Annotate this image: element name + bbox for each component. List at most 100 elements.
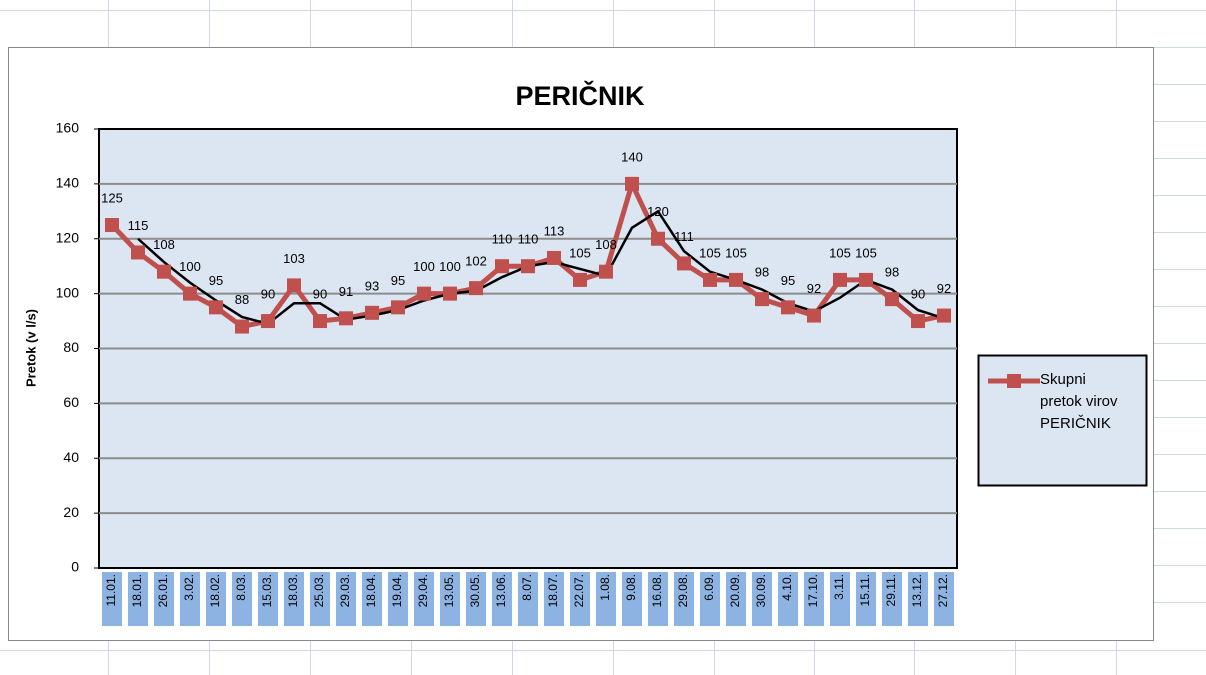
x-label-box <box>336 572 356 626</box>
data-label: 105 <box>569 245 591 260</box>
y-tick-label: 60 <box>63 394 79 410</box>
x-tick-label: 27.12. <box>936 574 950 607</box>
x-tick-label: 25.03. <box>312 574 326 607</box>
y-tick-label: 100 <box>56 284 80 300</box>
legend-label: Skupni pretok virov PERIČNIK <box>1040 371 1118 432</box>
data-label: 108 <box>153 237 175 252</box>
data-label: 105 <box>699 245 721 260</box>
data-label: 110 <box>492 232 513 247</box>
x-tick-label: 3.02. <box>182 574 196 601</box>
x-label-box <box>206 572 226 626</box>
data-label: 90 <box>911 287 925 302</box>
data-label: 95 <box>781 273 795 288</box>
x-label-box <box>414 572 434 626</box>
data-label: 113 <box>544 223 565 238</box>
x-tick-label: 29.08. <box>676 574 690 607</box>
data-label: 98 <box>885 265 899 280</box>
marker <box>573 272 587 287</box>
y-tick-label: 140 <box>56 175 80 191</box>
marker <box>703 272 717 287</box>
x-tick-label: 8.07. <box>520 574 534 601</box>
legend <box>977 354 1148 487</box>
x-tick-label: 13.06. <box>494 574 508 607</box>
marker <box>469 281 483 296</box>
marker <box>911 314 925 329</box>
data-label: 115 <box>128 218 149 233</box>
x-tick-label: 20.09. <box>728 574 742 607</box>
x-tick-label: 15.11. <box>858 574 872 606</box>
data-label: 103 <box>283 251 305 266</box>
data-label: 98 <box>755 265 769 280</box>
x-label-box <box>700 572 720 626</box>
marker <box>391 300 405 315</box>
x-label-box <box>284 572 304 626</box>
legend-line-text: Skupni <box>1040 371 1086 388</box>
x-tick-label: 4.10. <box>780 574 794 601</box>
x-tick-label: 15.03. <box>260 574 274 607</box>
x-tick-label: 8.03. <box>234 574 248 601</box>
marker <box>261 314 275 329</box>
x-label-box <box>648 572 668 626</box>
marker <box>885 292 899 307</box>
y-tick-label: 20 <box>63 504 79 520</box>
x-label-box <box>544 572 564 626</box>
x-tick-label: 30.05. <box>468 574 482 607</box>
marker <box>209 300 223 315</box>
marker <box>807 308 821 323</box>
x-tick-label: 29.11. <box>884 574 898 606</box>
data-label: 110 <box>518 232 539 247</box>
x-label-box <box>232 572 252 626</box>
marker <box>287 278 301 293</box>
x-tick-label: 29.04. <box>416 574 430 607</box>
marker <box>781 300 795 315</box>
data-label: 95 <box>209 273 223 288</box>
marker <box>365 305 379 320</box>
marker <box>521 259 535 274</box>
x-label-box <box>310 572 330 626</box>
x-tick-label: 18.03. <box>286 574 300 607</box>
marker <box>729 272 743 287</box>
x-label-box <box>882 572 902 626</box>
x-label-box <box>102 572 122 626</box>
data-label: 140 <box>621 149 643 164</box>
y-tick-label: 120 <box>56 229 80 245</box>
x-label-box <box>180 572 200 626</box>
marker <box>755 292 769 307</box>
x-label-box <box>674 572 694 626</box>
y-axis-label: Pretok (v l/s) <box>23 309 38 387</box>
x-tick-label: 3.11. <box>832 574 846 600</box>
x-label-box <box>934 572 954 626</box>
marker <box>105 218 119 233</box>
marker <box>651 231 665 246</box>
y-tick-label: 0 <box>71 559 79 575</box>
marker <box>339 311 353 326</box>
data-label: 105 <box>829 245 851 260</box>
x-label-box <box>908 572 928 626</box>
y-tick-label: 160 <box>56 120 80 136</box>
x-tick-label: 18.01. <box>130 574 144 607</box>
x-label-box <box>726 572 746 626</box>
x-tick-label: 16.08. <box>650 574 664 607</box>
marker <box>443 286 457 301</box>
x-label-box <box>518 572 538 626</box>
x-label-box <box>752 572 772 626</box>
marker <box>859 272 873 287</box>
x-tick-label: 11.01. <box>104 574 118 606</box>
x-tick-label: 22.07. <box>572 574 586 607</box>
x-label-box <box>362 572 382 626</box>
marker <box>599 264 613 279</box>
x-label-box <box>622 572 642 626</box>
x-label-box <box>440 572 460 626</box>
x-label-box <box>570 572 590 626</box>
x-tick-label: 26.01. <box>156 574 170 607</box>
x-tick-label: 18.04. <box>364 574 378 607</box>
marker <box>157 264 171 279</box>
y-tick-label: 40 <box>63 449 79 465</box>
data-label: 93 <box>365 278 379 293</box>
x-tick-label: 18.07. <box>546 574 560 607</box>
x-tick-label: 9.08. <box>624 574 638 601</box>
x-tick-label: 30.09. <box>754 574 768 607</box>
data-label: 108 <box>595 237 617 252</box>
marker <box>417 286 431 301</box>
